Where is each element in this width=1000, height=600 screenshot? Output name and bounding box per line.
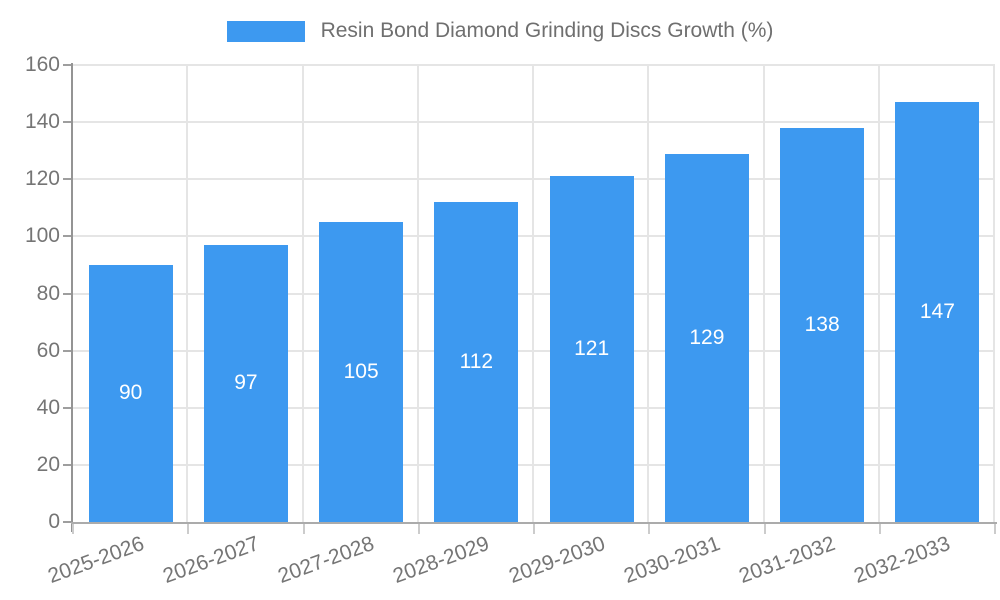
y-axis-tick-label: 20: [36, 452, 60, 476]
gridline-vertical: [877, 65, 880, 522]
bar-2026-2027: 97: [203, 244, 288, 522]
bar-value-label: 121: [574, 337, 610, 361]
y-axis-tick-label: 140: [24, 110, 60, 134]
legend-label: Resin Bond Diamond Grinding Discs Growth…: [320, 19, 774, 42]
bar-value-label: 105: [343, 360, 379, 384]
bar-value-label: 129: [689, 325, 725, 349]
gridline-vertical: [647, 65, 650, 522]
bar-value-label: 112: [459, 350, 494, 374]
y-axis-tick-label: 0: [48, 510, 60, 533]
y-axis-tick-label: 80: [36, 281, 60, 305]
bar-value-label: 138: [804, 312, 840, 336]
bar-2030-2031: 129: [664, 153, 749, 522]
x-axis-line: [71, 522, 997, 524]
y-axis-tick: [63, 521, 71, 523]
gridline-horizontal: [73, 406, 995, 409]
y-axis-tick-label: 100: [24, 224, 60, 248]
bar-value-label: 97: [234, 371, 258, 395]
y-axis-tick: [63, 349, 71, 352]
bar-2028-2029: 112: [434, 202, 519, 522]
bar-2029-2030: 121: [549, 176, 634, 522]
gridline-vertical: [416, 65, 419, 522]
y-axis-tick: [63, 463, 71, 466]
bar-value-label: 90: [118, 381, 143, 405]
bar-2025-2026: 90: [88, 264, 173, 522]
y-axis-tick: [63, 121, 71, 124]
x-axis-tick: [72, 524, 74, 534]
gridline-horizontal: [73, 64, 995, 66]
y-axis-tick-label: 120: [24, 167, 60, 191]
y-axis-tick-label: 160: [24, 53, 60, 76]
gridline-horizontal: [73, 463, 995, 466]
gridline-horizontal: [73, 349, 995, 352]
y-axis-tick: [63, 406, 71, 409]
gridline-vertical: [762, 65, 765, 522]
y-axis-line: [71, 63, 73, 532]
gridline-vertical: [532, 65, 534, 522]
bar-2027-2028: 105: [319, 222, 404, 522]
x-axis-tick: [533, 524, 535, 534]
plot-area: 0 20 40 60 80 100 120 140 160 90 2025-2026 97 2026-2…: [25, 53, 997, 588]
gridline-horizontal: [73, 292, 995, 295]
bar-value-label: 147: [919, 300, 955, 324]
gridline-horizontal: [73, 235, 995, 238]
y-axis-tick-label: 40: [36, 395, 60, 419]
x-axis-tick: [417, 524, 420, 534]
gridline-horizontal: [73, 178, 995, 181]
legend-item[interactable]: Resin Bond Diamond Grinding Discs Growth…: [0, 18, 1000, 44]
legend-swatch: [226, 20, 305, 42]
x-axis-tick: [994, 524, 996, 534]
y-axis-tick: [63, 178, 71, 181]
y-axis-tick-label: 60: [36, 338, 60, 362]
y-axis-tick: [63, 235, 71, 238]
x-axis-tick: [763, 524, 766, 534]
x-axis-tick: [648, 524, 651, 534]
x-axis-tick: [878, 524, 881, 534]
gridline-vertical: [186, 65, 189, 522]
x-axis-tick: [187, 524, 190, 534]
gridline-vertical: [301, 65, 304, 522]
x-axis-tick: [302, 524, 305, 534]
gridline-vertical: [993, 65, 995, 522]
bar-2031-2032: 138: [780, 127, 865, 522]
gridline-horizontal: [73, 121, 995, 124]
bar-2032-2033: 147: [895, 102, 980, 522]
y-axis-tick: [63, 292, 71, 295]
y-axis-tick: [63, 64, 71, 66]
